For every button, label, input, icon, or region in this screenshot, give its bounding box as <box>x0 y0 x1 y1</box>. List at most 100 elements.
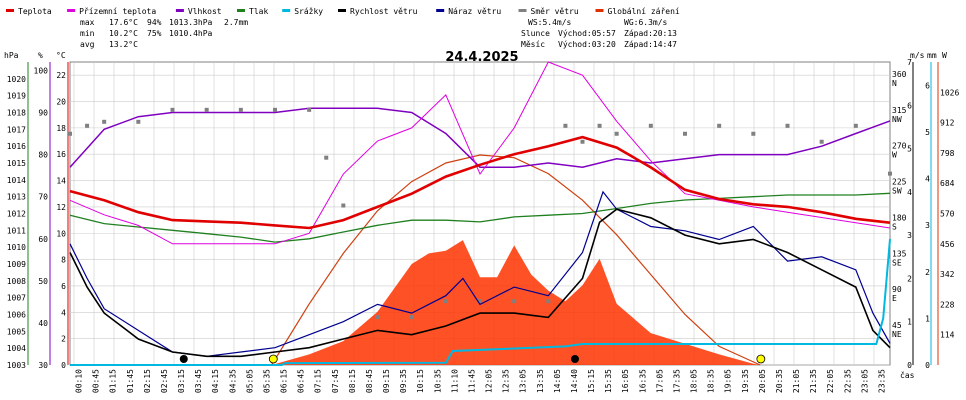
info-ws: WS:5.4m/s <box>528 18 572 27</box>
x-tick-label: 07:45 <box>331 369 340 393</box>
axis-mm-tick: 2 <box>925 268 930 277</box>
axis-ms-tick: 6 <box>907 101 912 110</box>
x-tick-label: 11:10 <box>450 369 459 393</box>
x-tick-label: 03:45 <box>194 369 203 393</box>
series-wind-dir-point <box>324 155 329 160</box>
axis-dir-tick: 45 <box>892 321 902 330</box>
sunrise-marker <box>268 354 278 364</box>
unit-mm: mm <box>927 51 937 60</box>
axis-w-tick: 1026 <box>940 88 959 97</box>
series-wind-dir-point <box>409 315 414 320</box>
unit-hpa: hPa <box>4 51 19 60</box>
series-wind-dir-point <box>683 131 687 136</box>
x-tick-label: 21:05 <box>792 369 801 393</box>
axis-w-tick: 684 <box>940 179 955 188</box>
axis-dir-tick: 360 <box>892 70 907 79</box>
axis-hpa-tick: 1019 <box>7 92 26 101</box>
legend-label: Přízemní teplota <box>79 7 156 16</box>
series-wind-dir-point <box>102 119 107 124</box>
moonset-marker <box>570 355 579 363</box>
axis-dir-name: N <box>892 79 897 88</box>
x-tick-label: 06:15 <box>280 369 289 393</box>
series-wind-dir-point <box>853 123 858 128</box>
axis-temp-tick: 6 <box>61 282 66 291</box>
legend-label: Vlhkost <box>188 7 222 16</box>
legend-swatch <box>67 9 76 12</box>
x-tick-label: 13:35 <box>536 369 545 393</box>
x-tick-label: 00:45 <box>92 369 101 393</box>
series-wind-dir-point <box>136 119 141 124</box>
axis-hpa-tick: 1014 <box>7 176 26 185</box>
stat-min-press: 1010.4hPa <box>169 29 213 38</box>
axis-temp-tick: 22 <box>56 71 66 80</box>
axis-temp-tick: 2 <box>61 335 66 344</box>
x-tick-label: 16:05 <box>621 369 630 393</box>
x-tick-label: 15:15 <box>587 369 596 393</box>
axis-pct-tick: 60 <box>38 235 48 244</box>
stat-min-temp: 10.2°C <box>109 29 138 38</box>
series-wind-dir-point <box>204 107 209 112</box>
axis-mm-tick: 0 <box>925 361 930 370</box>
series-wind-dir-point <box>170 107 175 112</box>
axis-hpa-tick: 1018 <box>7 109 26 118</box>
legend-swatch <box>338 9 346 12</box>
axis-dir-name: NE <box>892 330 902 339</box>
axis-temp-tick: 0 <box>61 361 66 370</box>
legend-label: Náraz větru <box>448 7 501 16</box>
axis-temp-tick: 18 <box>56 124 66 133</box>
series-wind-dir-point <box>238 107 243 112</box>
series-wind-dir-point <box>375 315 380 320</box>
stat-avg-temp: 13.2°C <box>109 40 138 49</box>
axis-ms-tick: 4 <box>907 188 912 197</box>
info-sun-set: Západ:20:13 <box>624 29 677 38</box>
legend-swatch <box>282 9 291 12</box>
axes: 1003100410051006100710081009101010111012… <box>7 58 960 393</box>
axis-hpa-tick: 1008 <box>7 277 26 286</box>
x-tick-label: 17:05 <box>655 369 664 393</box>
axis-hpa-tick: 1020 <box>7 75 26 84</box>
axis-dir-tick: 90 <box>892 285 902 294</box>
axis-dir-name: E <box>892 294 897 303</box>
series-wind-dir-point <box>648 123 653 128</box>
axis-w-tick: 456 <box>940 240 955 249</box>
x-tick-label: 08:15 <box>348 369 357 393</box>
axis-dir-tick: 180 <box>892 213 907 222</box>
axis-dir-name: SE <box>892 258 902 267</box>
unit-ms: m/s <box>910 51 925 60</box>
x-tick-label: 04:35 <box>228 369 237 393</box>
axis-temp-tick: 4 <box>61 308 66 317</box>
series-wind-dir-point <box>717 123 722 128</box>
axis-dir-name: W <box>892 151 897 160</box>
axis-mm-tick: 6 <box>925 81 930 90</box>
x-tick-label: 03:15 <box>177 369 186 393</box>
axis-mm-tick: 4 <box>925 175 930 184</box>
axis-w-tick: 228 <box>940 300 955 309</box>
axis-hpa-tick: 1007 <box>7 294 26 303</box>
axis-mm-tick: 3 <box>925 221 930 230</box>
legend-swatch <box>6 9 14 12</box>
legend: Teplota Přízemní teplota Vlhkost Tlak Srážky… <box>6 7 680 16</box>
legend-swatch <box>237 9 245 12</box>
x-tick-label: 18:35 <box>707 369 716 393</box>
series-wind-dir-point <box>546 299 551 304</box>
axis-pct-tick: 100 <box>34 66 49 75</box>
legend-label: Rychlost větru <box>350 7 418 16</box>
unit-degc: °C <box>56 51 66 60</box>
series-wind-speed-line <box>69 208 891 358</box>
x-tick-label: 14:05 <box>553 369 562 393</box>
x-tick-label: 10:35 <box>433 369 442 393</box>
axis-hpa-tick: 1006 <box>7 311 26 320</box>
stat-min-label: min <box>80 29 95 38</box>
axis-hpa-tick: 1016 <box>7 142 26 151</box>
series-wind-dir-point <box>751 131 756 136</box>
series-wind-dir-point <box>341 203 346 208</box>
axis-dir-tick: 315 <box>892 106 907 115</box>
axis-ms-tick: 3 <box>907 231 912 240</box>
series-wind-dir-point <box>785 123 790 128</box>
axis-dir-name: S <box>892 222 897 231</box>
x-tick-label: 22:05 <box>826 369 835 393</box>
plot-area <box>68 61 892 366</box>
stat-max-label: max <box>80 18 95 27</box>
axis-dir-name: NW <box>892 115 902 124</box>
